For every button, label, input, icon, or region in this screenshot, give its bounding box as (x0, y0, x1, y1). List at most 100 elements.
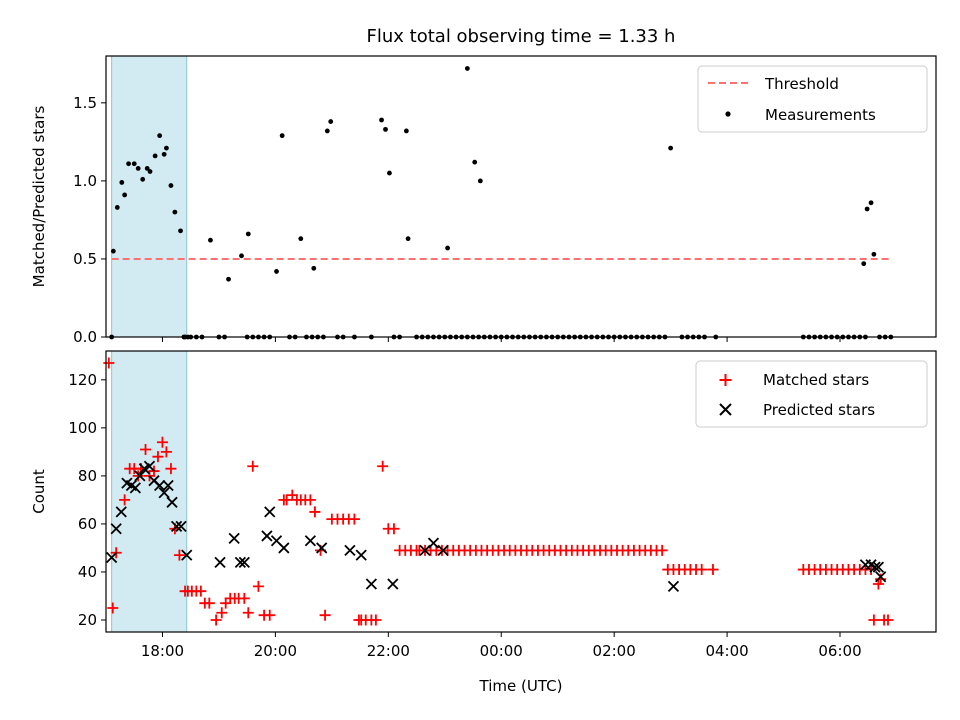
matched-star-point (707, 564, 719, 576)
measurement-point (110, 248, 116, 254)
predicted-star-point (875, 571, 887, 583)
measurement-point (405, 236, 411, 242)
matched-legend-label: Matched stars (763, 371, 869, 389)
matched-star-point (242, 607, 254, 619)
predicted-star-point (129, 482, 141, 494)
measurement-point (245, 231, 251, 237)
matched-star-point (656, 544, 668, 556)
observing-span-bottom (111, 350, 188, 633)
measurement-point (168, 183, 174, 188)
matched-star-point (696, 564, 708, 576)
predicted-star-point (166, 496, 178, 508)
predicted-star-point (427, 537, 440, 549)
matched-star-point (165, 463, 177, 475)
matched-star-point (238, 592, 250, 604)
matched-star-point (107, 602, 119, 614)
predicted-star-point (872, 561, 885, 573)
measurements-legend-swatch (725, 111, 731, 117)
top-panel-ticks: 0.0 0.5 1.0 1.5 (73, 94, 841, 346)
measurement-point (311, 265, 317, 271)
top-panel-frame (105, 55, 937, 338)
measurement-point (226, 276, 231, 282)
top-legend: Threshold Measurements (697, 65, 928, 133)
matched-star-point (882, 614, 894, 626)
predicted-star-point (181, 549, 193, 561)
measurement-point (861, 261, 867, 267)
matched-star-point (152, 451, 164, 463)
threshold-legend-label: Threshold (764, 75, 839, 93)
measurement-point (477, 178, 483, 184)
y-tick-label: 1.0 (73, 172, 97, 190)
x-tick-label: 20:00 (254, 642, 297, 660)
predicted-star-point (170, 520, 183, 532)
predicted-star-point (106, 551, 118, 564)
predicted-star-point (143, 460, 156, 472)
measurement-point (464, 66, 470, 71)
measurement-point (152, 153, 158, 159)
measurement-point (379, 117, 384, 123)
measurement-point (445, 245, 450, 251)
measurement-point (868, 200, 874, 206)
bottom-panel-frame (105, 350, 937, 633)
predicted-star-point (228, 532, 240, 544)
matched-star-point (348, 513, 360, 525)
measurement-point (298, 236, 304, 242)
measurement-point (131, 161, 137, 167)
measurement-point (864, 206, 870, 212)
predicted-star-point (214, 556, 226, 568)
predicted-legend-swatch (719, 403, 732, 416)
matched-star-point (319, 609, 331, 621)
matched-star-point (388, 523, 400, 535)
measurement-point (172, 209, 178, 215)
matched-star-point (247, 460, 259, 472)
predicted-star-point (278, 542, 290, 554)
measurement-point (122, 192, 128, 198)
matched-star-point (264, 609, 276, 621)
matched-star-point (875, 573, 887, 585)
measurement-point (324, 128, 330, 134)
matched-legend-swatch (719, 374, 732, 386)
measurement-point (161, 151, 167, 157)
bottom-legend: Matched stars Predicted stars (695, 360, 928, 428)
x-tick-label: 00:00 (480, 642, 523, 660)
measurement-point (140, 176, 146, 182)
y-tick-label: 40 (78, 563, 97, 581)
matched-star-point (309, 506, 321, 518)
predicted-star-point (355, 549, 367, 561)
matched-star-point (210, 614, 222, 626)
predicted-legend-label: Predicted stars (763, 401, 875, 419)
measurement-point (403, 128, 409, 134)
predicted-star-point (261, 530, 273, 542)
top-panel: 0.0 0.5 1.0 1.5 Matched/Predicted stars Thr… (30, 55, 937, 346)
measurement-point (387, 170, 392, 176)
top-legend-box (697, 65, 928, 133)
predicted-star-point (869, 561, 881, 573)
y-tick-label: 60 (78, 515, 97, 533)
measurement-point (383, 126, 388, 132)
measurement-point (668, 145, 674, 151)
x-tick-label: 04:00 (705, 642, 748, 660)
measurement-point (472, 159, 478, 165)
x-axis-label: Time (UTC) (479, 677, 563, 695)
predicted-star-point (234, 556, 247, 568)
predicted-star-point (134, 470, 146, 482)
measurements-legend-label: Measurements (765, 106, 876, 124)
matched-star-point (868, 614, 880, 626)
x-tick-label: 02:00 (593, 642, 636, 660)
matched-star-point (160, 446, 172, 458)
matched-star-point (195, 585, 207, 597)
predicted-star-point (238, 556, 250, 568)
predicted-star-point (264, 506, 276, 518)
matched-star-point (872, 578, 884, 590)
bottom-legend-box (695, 360, 928, 428)
predicted-star-point (437, 544, 449, 556)
matched-star-point (173, 549, 185, 561)
predicted-star-point (304, 535, 317, 547)
predicted-star-point (154, 479, 166, 492)
measurement-point (135, 166, 141, 171)
matched-star-point (370, 614, 382, 626)
measurement-point (164, 145, 169, 151)
measurement-point (279, 133, 285, 139)
matched-star-point (252, 580, 264, 592)
measurement-point (119, 180, 125, 185)
